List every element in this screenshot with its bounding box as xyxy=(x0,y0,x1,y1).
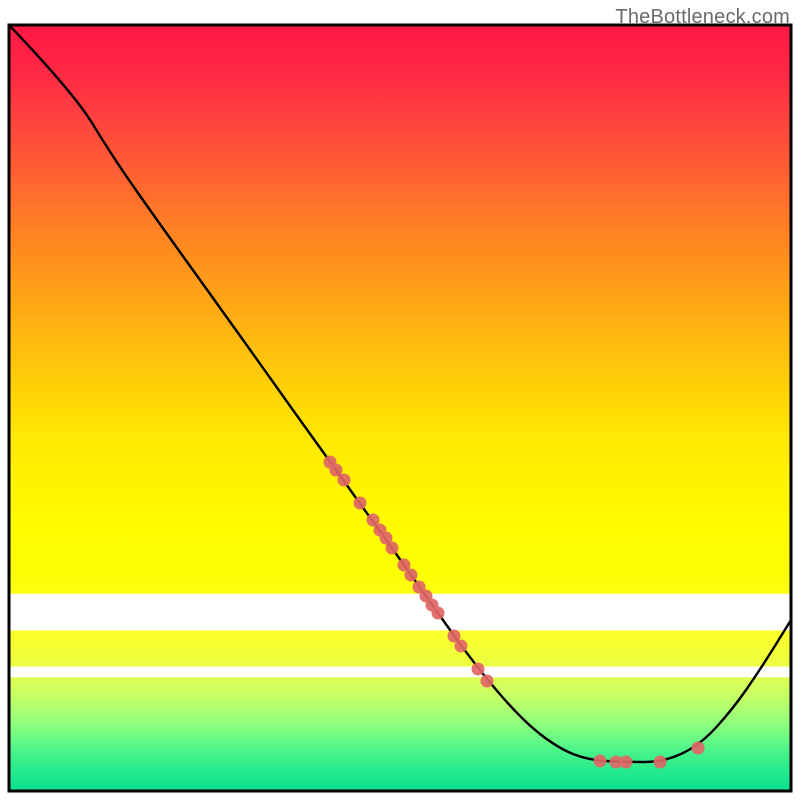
curve-marker xyxy=(354,497,367,510)
curve-marker xyxy=(405,569,418,582)
watermark-text: TheBottleneck.com xyxy=(615,6,790,29)
chart-svg xyxy=(0,0,800,800)
curve-marker xyxy=(455,640,468,653)
curve-marker xyxy=(386,542,399,555)
curve-marker xyxy=(594,755,607,768)
curve-marker xyxy=(338,474,351,487)
curve-marker xyxy=(620,756,633,769)
plot-gradient-background xyxy=(9,25,791,791)
chart-canvas: TheBottleneck.com xyxy=(0,0,800,800)
curve-marker xyxy=(472,663,485,676)
curve-marker xyxy=(481,675,494,688)
curve-marker xyxy=(432,607,445,620)
curve-marker xyxy=(654,756,667,769)
curve-marker xyxy=(692,742,705,755)
